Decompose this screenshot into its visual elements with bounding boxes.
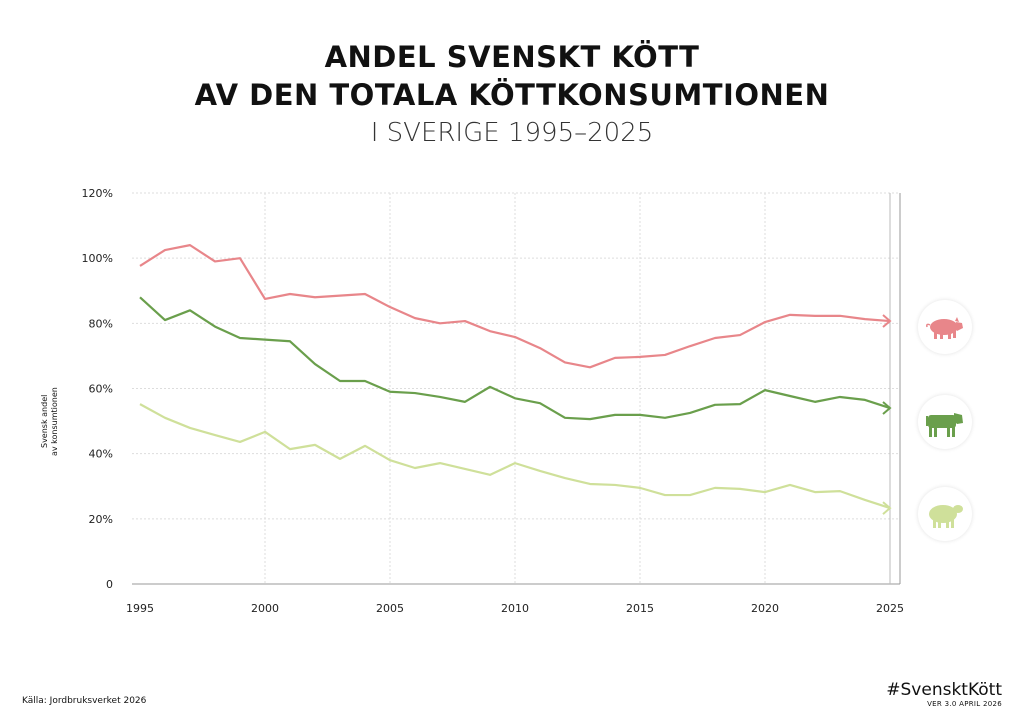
version-note: VER 3.0 APRIL 2026 — [927, 700, 1002, 708]
y-axis-label-line2: av konsumtionen — [50, 387, 59, 456]
subtitle: I SVERIGE 1995–2025 — [370, 118, 654, 148]
x-tick-label: 2020 — [751, 602, 779, 615]
series-line-sheep — [139, 403, 891, 510]
cow-icon — [918, 395, 972, 449]
title-line-1: ANDEL SVENSKT KÖTT — [324, 40, 700, 74]
y-tick-label: 20% — [89, 513, 113, 526]
x-tick-label: 1995 — [126, 602, 154, 615]
title-line-2: AV DEN TOTALA KÖTTKONSUMTIONEN — [194, 78, 830, 112]
y-tick-label: 120% — [82, 187, 113, 200]
x-tick-label: 2025 — [876, 602, 904, 615]
x-tick-label: 2010 — [501, 602, 529, 615]
series-arrow — [882, 314, 892, 328]
x-tick-label: 2015 — [626, 602, 654, 615]
y-axis-label: Svensk andel av konsumtionen — [18, 330, 68, 460]
x-tick-label: 2000 — [251, 602, 279, 615]
y-tick-label: 0 — [106, 578, 113, 591]
y-tick-label: 80% — [89, 317, 113, 330]
series-arrow — [882, 501, 892, 515]
y-tick-label: 100% — [82, 252, 113, 265]
y-tick-label: 60% — [89, 383, 113, 396]
pig-icon — [918, 300, 972, 354]
sheep-icon — [918, 487, 972, 541]
series-arrow — [882, 401, 892, 415]
y-tick-label: 40% — [89, 448, 113, 461]
hashtag: #SvensktKött — [886, 680, 1002, 700]
y-axis-label-line1: Svensk andel — [40, 394, 49, 448]
source-note: Källa: Jordbruksverket 2026 — [22, 696, 147, 706]
x-tick-label: 2005 — [376, 602, 404, 615]
